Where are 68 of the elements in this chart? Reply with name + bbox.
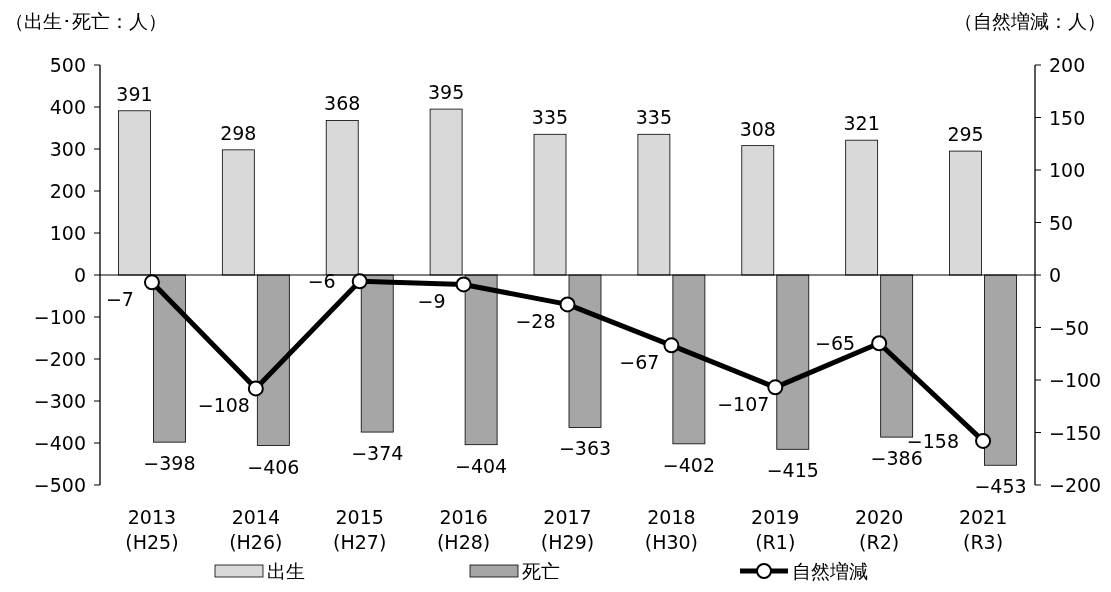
point (871, 335, 888, 352)
data-label: 321 (843, 112, 880, 135)
point (767, 379, 784, 396)
x-tick-label: 2016 (H28) (436, 506, 491, 553)
y2-tick-label: −100 (1049, 369, 1102, 391)
point (351, 273, 368, 290)
data-label: −7 (105, 288, 134, 311)
data-label: 308 (739, 117, 776, 140)
data-label: −374 (351, 442, 404, 465)
data-label: −28 (515, 310, 556, 333)
point (455, 276, 472, 293)
x-tick-label: 2020 (R2) (854, 506, 904, 553)
y2-tick-label: 0 (1049, 264, 1062, 286)
data-label: 395 (427, 81, 465, 104)
data-label: −9 (417, 290, 446, 313)
y-tick-label: 200 (49, 180, 86, 202)
y2-tick-label: 200 (1049, 54, 1086, 76)
y-tick-label: −100 (33, 306, 86, 328)
y2-axis-title: （自然増減：人） (954, 10, 1106, 32)
y-tick-label: −500 (33, 474, 86, 496)
data-label: 368 (324, 92, 361, 115)
x-tick-label: 2019 (R1) (751, 506, 800, 553)
y2-tick-label: −200 (1049, 474, 1102, 496)
data-label: −67 (619, 351, 660, 374)
y2-tick-label: 50 (1049, 211, 1074, 234)
x-tick-label: 2021 (R3) (958, 506, 1008, 553)
y-tick-label: 0 (73, 264, 86, 286)
data-label: −6 (307, 270, 336, 293)
data-label: −107 (717, 393, 770, 416)
y-tick-label: 400 (49, 96, 86, 118)
point (663, 337, 680, 354)
data-label: −404 (455, 454, 508, 477)
x-tick-label: 2018 (H30) (644, 506, 699, 553)
data-label: −406 (247, 455, 300, 478)
data-label: −415 (766, 459, 819, 482)
data-label: −363 (558, 437, 612, 460)
y-tick-label: −300 (33, 390, 86, 412)
y2-tick-label: −150 (1049, 421, 1102, 444)
data-label: 298 (220, 121, 257, 144)
data-label: −398 (143, 452, 196, 475)
legend-label: 死亡 (522, 560, 560, 582)
y-tick-label: −400 (33, 432, 86, 454)
point (143, 274, 160, 291)
data-label: −65 (815, 332, 856, 355)
data-label: 295 (947, 123, 984, 146)
data-label: −108 (197, 394, 250, 417)
y-axis-title: （出生･死亡：人） (5, 10, 167, 32)
data-label: −453 (974, 475, 1027, 498)
data-label: 335 (635, 106, 673, 129)
y-tick-label: 300 (49, 138, 86, 160)
y2-tick-label: 100 (1049, 159, 1086, 181)
y2-tick-label: −50 (1049, 316, 1090, 339)
y-tick-label: 500 (49, 54, 86, 76)
y2-tick-label: 150 (1049, 106, 1086, 129)
point (559, 296, 576, 313)
x-tick-label: 2015 (H27) (333, 506, 387, 553)
data-label: −402 (662, 453, 715, 476)
x-tick-label: 2014 (H26) (229, 506, 283, 553)
x-tick-label: 2013 (H25) (125, 506, 179, 553)
y-tick-label: 100 (49, 222, 86, 244)
data-label: 335 (531, 106, 569, 129)
x-tick-label: 2017 (H29) (540, 506, 595, 553)
point (247, 380, 264, 397)
data-label: 391 (116, 82, 153, 105)
legend-label: 出生 (267, 560, 305, 582)
y-tick-label: −200 (33, 348, 86, 370)
legend-label: 自然増減 (792, 560, 868, 582)
point (975, 432, 992, 449)
